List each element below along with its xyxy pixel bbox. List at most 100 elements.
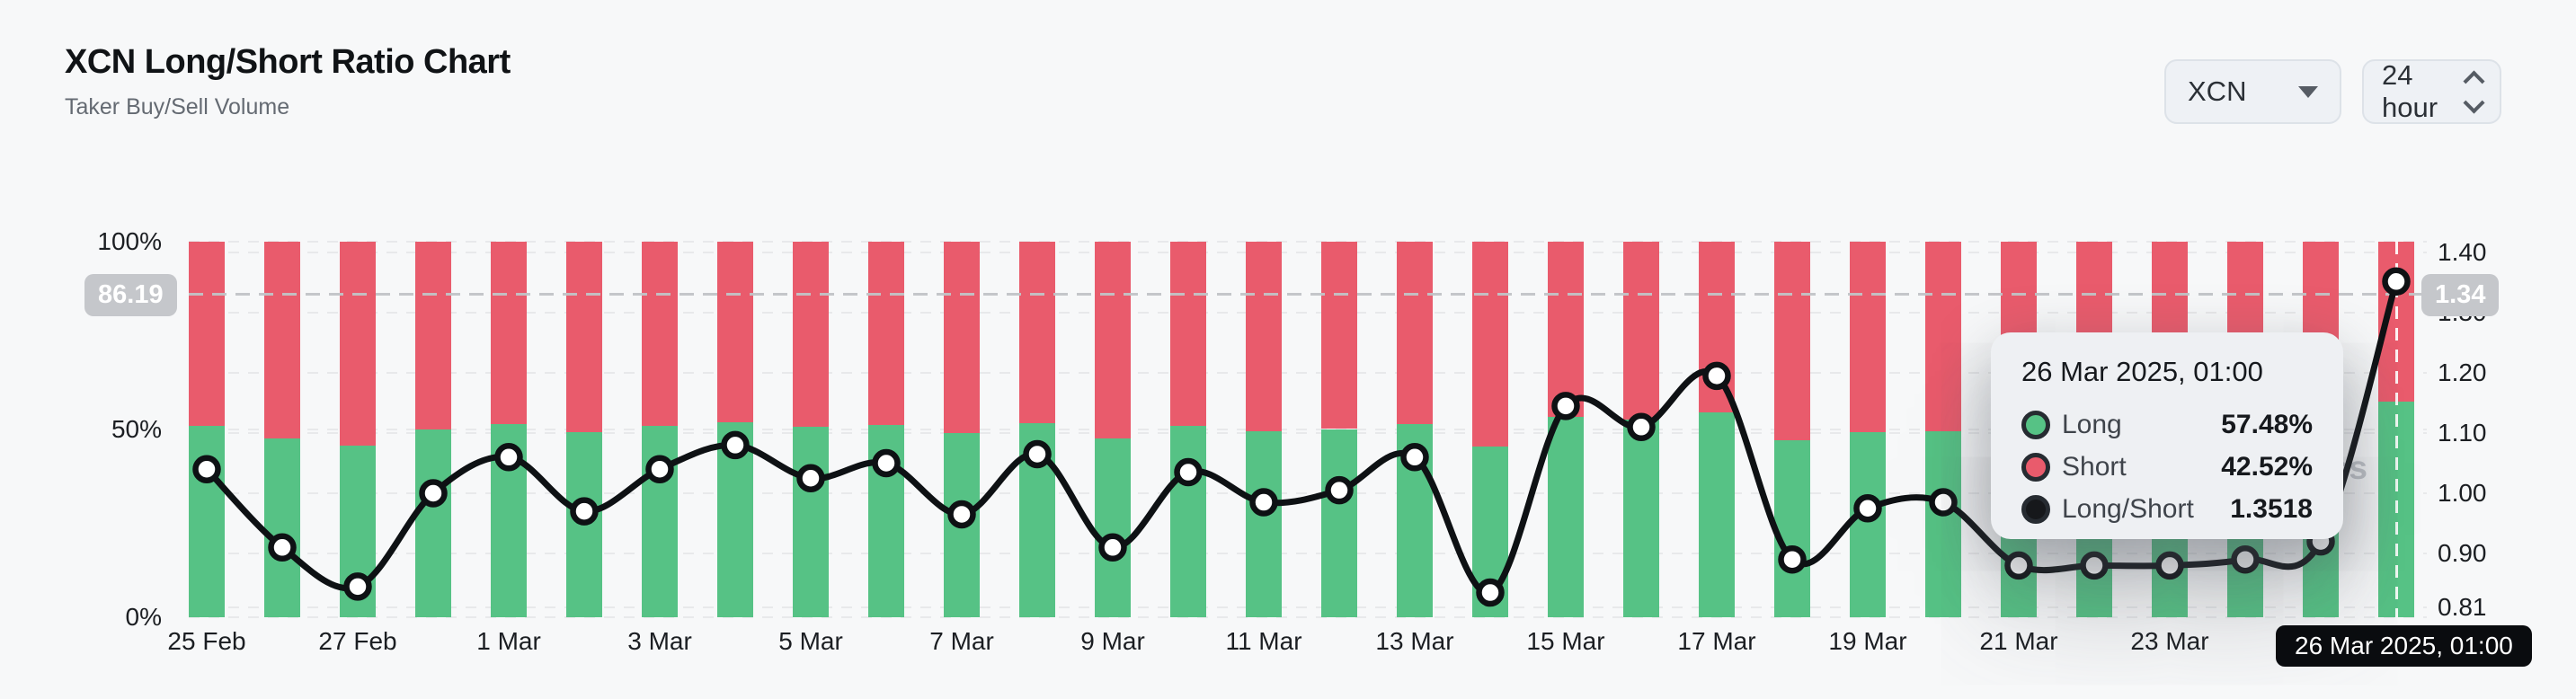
short-segment <box>1850 242 1886 432</box>
bar-1-Mar[interactable] <box>491 242 527 617</box>
long-segment <box>491 423 527 617</box>
long-segment <box>1170 426 1206 617</box>
bar-4-Mar[interactable] <box>717 242 753 617</box>
short-segment <box>717 242 753 422</box>
left-axis-tick: 100% <box>97 227 162 255</box>
long-segment <box>1774 440 1810 617</box>
bar-20-Mar[interactable] <box>1925 242 1961 617</box>
x-axis-tick: 1 Mar <box>476 627 541 655</box>
tooltip-row-ratio: Long/Short 1.3518 <box>2021 494 2313 525</box>
bar-27-Feb[interactable] <box>340 242 376 617</box>
tooltip-long-label: Long <box>2062 410 2122 439</box>
bar-14-Mar[interactable] <box>1472 242 1508 617</box>
short-segment <box>1246 242 1282 431</box>
interval-select-value: 24 hour <box>2382 59 2438 123</box>
right-axis-tick: 0.81 <box>2438 593 2487 622</box>
short-segment <box>1925 242 1961 431</box>
short-segment <box>1019 242 1055 424</box>
x-axis-tick: 7 Mar <box>929 627 994 655</box>
right-axis-tick: 1.20 <box>2438 358 2487 386</box>
tooltip-ratio-value: 1.3518 <box>2230 494 2313 524</box>
bar-12-Mar[interactable] <box>1321 242 1357 617</box>
short-segment <box>793 242 829 428</box>
long-segment <box>340 445 376 617</box>
gridline <box>189 252 2427 253</box>
interval-select[interactable]: 24 hour <box>2362 59 2501 124</box>
short-segment <box>1095 242 1131 438</box>
short-dot-icon <box>2021 453 2050 482</box>
symbol-select[interactable]: XCN <box>2164 59 2341 124</box>
page-title: XCN Long/Short Ratio Chart <box>65 43 511 81</box>
gridline <box>189 616 2427 618</box>
short-segment <box>868 242 904 425</box>
long-segment <box>1472 446 1508 617</box>
long-segment <box>1321 429 1357 617</box>
bar-16-Mar[interactable] <box>1623 242 1659 617</box>
bar-19-Mar[interactable] <box>1850 242 1886 617</box>
x-axis-tick: 9 Mar <box>1080 627 1145 655</box>
bar-5-Mar[interactable] <box>793 242 829 617</box>
tooltip-short-label: Short <box>2062 452 2127 482</box>
x-axis-tick: 27 Feb <box>318 627 397 655</box>
bar-8-Mar[interactable] <box>1019 242 1055 617</box>
tooltip-row-long: Long 57.48% <box>2021 410 2313 440</box>
long-segment <box>1850 431 1886 617</box>
crosshair-right-badge: 1.34 <box>2421 274 2500 316</box>
chart-header: XCN Long/Short Ratio Chart Taker Buy/Sel… <box>65 43 511 120</box>
x-axis-tick: 15 Mar <box>1526 627 1605 655</box>
chevron-updown-icon <box>2463 69 2485 114</box>
short-segment <box>642 242 678 426</box>
bar-10-Mar[interactable] <box>1170 242 1206 617</box>
x-axis-tick: 5 Mar <box>778 627 843 655</box>
long-segment <box>717 421 753 617</box>
bar-25-Feb[interactable] <box>189 242 225 617</box>
tooltip-date: 26 Mar 2025, 01:00 <box>2021 356 2263 387</box>
long-segment <box>793 427 829 617</box>
bar-15-Mar[interactable] <box>1548 242 1584 617</box>
short-segment <box>566 242 602 433</box>
short-segment <box>340 242 376 446</box>
short-segment <box>189 242 225 426</box>
bar-2-Mar[interactable] <box>566 242 602 617</box>
long-short-dot-icon <box>2021 495 2050 524</box>
tooltip-ratio-label: Long/Short <box>2062 494 2194 524</box>
short-segment <box>1170 242 1206 427</box>
bar-26-Feb[interactable] <box>264 242 300 617</box>
x-axis-tick: 23 Mar <box>2130 627 2209 655</box>
short-segment <box>1397 242 1433 424</box>
bar-13-Mar[interactable] <box>1397 242 1433 617</box>
long-segment <box>1925 430 1961 617</box>
bar-28-Feb[interactable] <box>415 242 451 617</box>
page-subtitle: Taker Buy/Sell Volume <box>65 94 290 119</box>
long-segment <box>189 425 225 617</box>
short-segment <box>1321 242 1357 429</box>
long-segment <box>944 432 980 617</box>
bar-7-Mar[interactable] <box>944 242 980 617</box>
long-segment <box>1019 423 1055 617</box>
long-segment <box>566 432 602 617</box>
bar-18-Mar[interactable] <box>1774 242 1810 617</box>
tooltip-long-value: 57.48% <box>2221 410 2313 439</box>
x-axis-tick: 21 Mar <box>1979 627 2058 655</box>
bar-6-Mar[interactable] <box>868 242 904 617</box>
crosshair-horizontal-line <box>189 292 2427 296</box>
bar-11-Mar[interactable] <box>1246 242 1282 617</box>
long-segment <box>1623 420 1659 617</box>
long-dot-icon <box>2021 411 2050 439</box>
tooltip-row-short: Short 42.52% <box>2021 452 2313 482</box>
short-segment <box>491 242 527 424</box>
chevron-down-icon <box>2298 85 2318 98</box>
crosshair-left-badge: 86.19 <box>84 274 177 316</box>
long-segment <box>1397 423 1433 617</box>
x-axis-tick: 19 Mar <box>1828 627 1907 655</box>
long-segment <box>1699 412 1735 617</box>
crosshair-date-badge: 26 Mar 2025, 01:00 <box>2276 625 2532 667</box>
bar-17-Mar[interactable] <box>1699 242 1735 617</box>
bar-3-Mar[interactable] <box>642 242 678 617</box>
short-segment <box>1548 242 1584 417</box>
long-segment <box>868 424 904 617</box>
x-axis-tick: 25 Feb <box>167 627 246 655</box>
bar-9-Mar[interactable] <box>1095 242 1131 617</box>
right-axis-tick: 1.00 <box>2438 479 2487 507</box>
